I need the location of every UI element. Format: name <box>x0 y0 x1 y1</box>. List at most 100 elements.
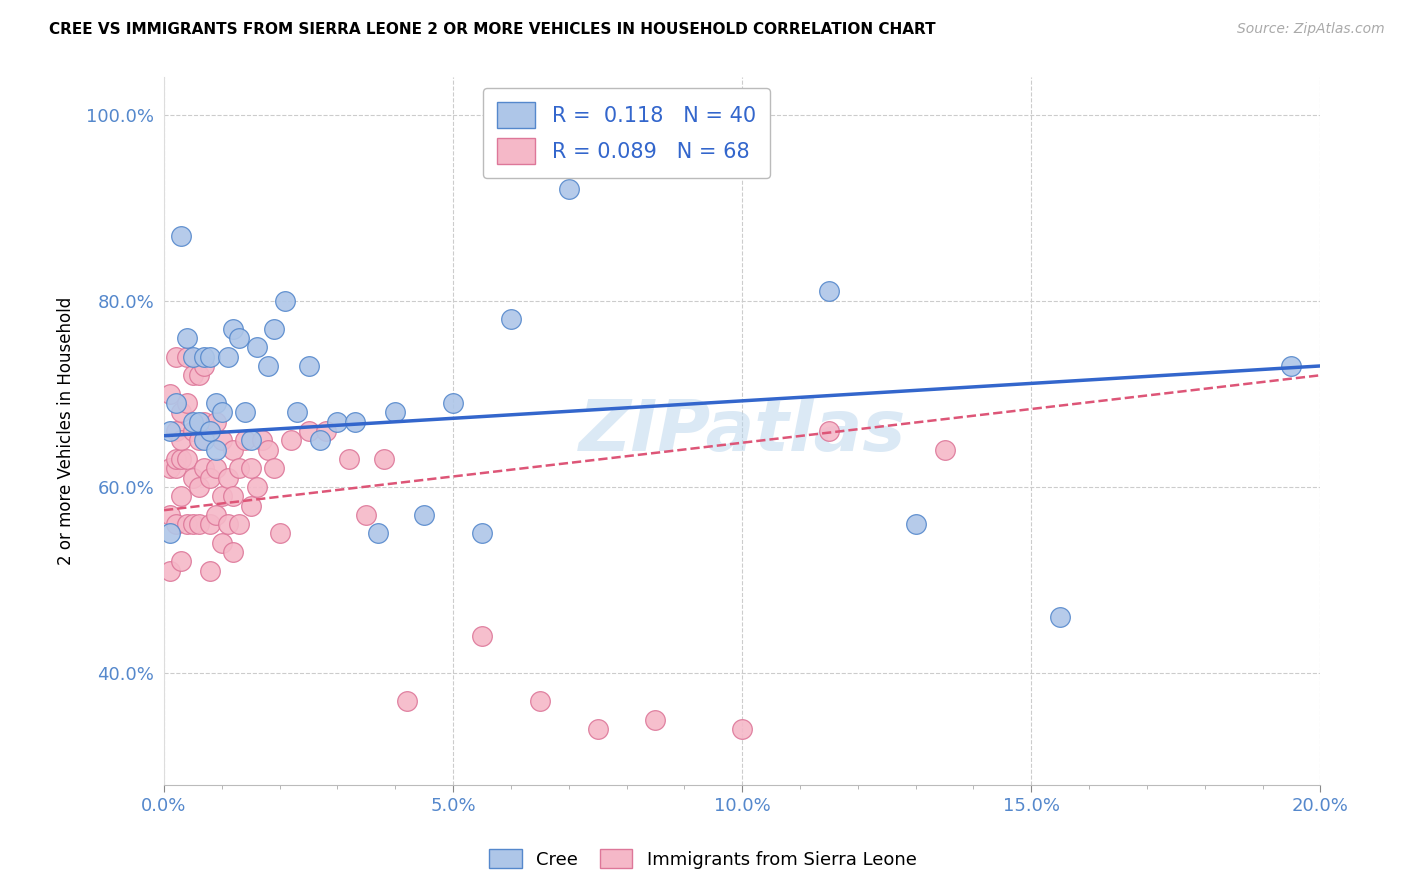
Point <box>315 424 337 438</box>
Point <box>217 517 239 532</box>
Point <box>165 396 187 410</box>
Point <box>274 293 297 308</box>
Point <box>245 340 267 354</box>
Point <box>165 452 187 467</box>
Point <box>187 368 209 383</box>
Point <box>233 405 256 419</box>
Point <box>413 508 436 522</box>
Point <box>356 508 378 522</box>
Point <box>193 461 215 475</box>
Point <box>176 331 198 345</box>
Point <box>558 182 581 196</box>
Point <box>181 415 204 429</box>
Point <box>263 461 285 475</box>
Point <box>176 396 198 410</box>
Point <box>343 415 366 429</box>
Point <box>252 434 274 448</box>
Point <box>200 424 222 438</box>
Point <box>193 350 215 364</box>
Point <box>228 331 250 345</box>
Point <box>529 694 551 708</box>
Point <box>200 564 222 578</box>
Point <box>337 452 360 467</box>
Point <box>222 489 245 503</box>
Point <box>205 396 228 410</box>
Point <box>187 415 209 429</box>
Point <box>205 415 228 429</box>
Point <box>181 517 204 532</box>
Point <box>297 359 319 373</box>
Point <box>165 424 187 438</box>
Point <box>200 424 222 438</box>
Point <box>170 554 193 568</box>
Point <box>159 564 181 578</box>
Point <box>228 517 250 532</box>
Point <box>326 415 349 429</box>
Point <box>211 434 233 448</box>
Point <box>181 368 204 383</box>
Point <box>217 350 239 364</box>
Point <box>384 405 406 419</box>
Text: Source: ZipAtlas.com: Source: ZipAtlas.com <box>1237 22 1385 37</box>
Point <box>309 434 332 448</box>
Point <box>205 461 228 475</box>
Point <box>367 526 389 541</box>
Point <box>205 442 228 457</box>
Point <box>200 350 222 364</box>
Point <box>471 526 494 541</box>
Point <box>200 517 222 532</box>
Point <box>159 526 181 541</box>
Point <box>170 228 193 243</box>
Point <box>193 434 215 448</box>
Point <box>499 312 522 326</box>
Text: ZIPatlas: ZIPatlas <box>578 397 905 466</box>
Point <box>193 415 215 429</box>
Point <box>1281 359 1303 373</box>
Point <box>257 442 280 457</box>
Point <box>176 452 198 467</box>
Point <box>239 434 262 448</box>
Point <box>187 517 209 532</box>
Point <box>181 424 204 438</box>
Point <box>818 424 841 438</box>
Point <box>159 387 181 401</box>
Point <box>233 434 256 448</box>
Point <box>222 322 245 336</box>
Point <box>245 480 267 494</box>
Point <box>165 461 187 475</box>
Point <box>441 396 464 410</box>
Point <box>211 489 233 503</box>
Point <box>159 461 181 475</box>
Point <box>222 442 245 457</box>
Point <box>170 405 193 419</box>
Point <box>170 434 193 448</box>
Y-axis label: 2 or more Vehicles in Household: 2 or more Vehicles in Household <box>58 297 75 566</box>
Point <box>586 722 609 736</box>
Legend: R =  0.118   N = 40, R = 0.089   N = 68: R = 0.118 N = 40, R = 0.089 N = 68 <box>482 87 770 178</box>
Point <box>818 285 841 299</box>
Point <box>211 535 233 549</box>
Point <box>176 517 198 532</box>
Point <box>159 508 181 522</box>
Point <box>1049 610 1071 624</box>
Point <box>170 489 193 503</box>
Legend: Cree, Immigrants from Sierra Leone: Cree, Immigrants from Sierra Leone <box>482 841 924 876</box>
Point <box>644 713 666 727</box>
Point <box>217 470 239 484</box>
Point <box>257 359 280 373</box>
Point <box>181 350 204 364</box>
Point <box>280 434 302 448</box>
Point <box>239 499 262 513</box>
Point <box>904 517 927 532</box>
Point <box>239 461 262 475</box>
Point <box>471 629 494 643</box>
Point <box>285 405 308 419</box>
Point <box>170 452 193 467</box>
Point <box>263 322 285 336</box>
Point <box>200 470 222 484</box>
Point <box>187 434 209 448</box>
Point <box>934 442 956 457</box>
Point <box>228 461 250 475</box>
Point <box>165 350 187 364</box>
Point <box>187 480 209 494</box>
